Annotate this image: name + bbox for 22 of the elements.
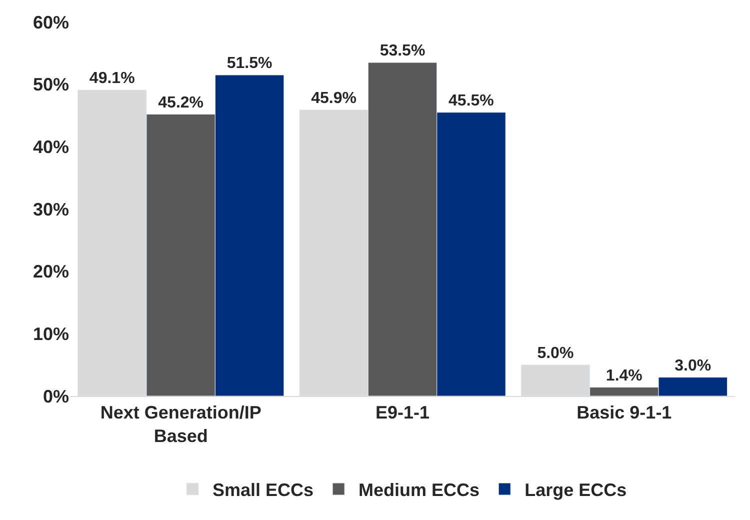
x-tick-label: E9-1-1 [375,402,430,423]
y-tick-label: 0% [42,386,69,406]
data-label: 5.0% [537,344,574,362]
legend-label: Medium ECCs [358,480,480,500]
data-label: 53.5% [380,42,426,60]
y-tick-label: 50% [32,74,69,95]
data-label: 45.5% [448,92,494,110]
y-tick-label: 10% [32,324,69,344]
x-tick-label: Basic 9-1-1 [576,402,672,423]
y-tick-label: 20% [32,262,69,282]
data-label: 45.2% [158,94,204,112]
data-label: 3.0% [674,357,712,374]
y-tick-label: 30% [32,199,69,220]
data-label: 51.5% [226,54,272,72]
data-label: 49.1% [89,70,135,87]
legend-label: Small ECCs [212,480,314,500]
data-label: 1.4% [606,367,642,384]
data-label: 45.9% [311,90,356,107]
y-tick-label: 60% [32,12,69,32]
legend-label: Large ECCs [524,480,627,500]
x-tick-label: Next Generation/IP Based [100,402,262,446]
y-tick-label: 40% [32,136,69,157]
